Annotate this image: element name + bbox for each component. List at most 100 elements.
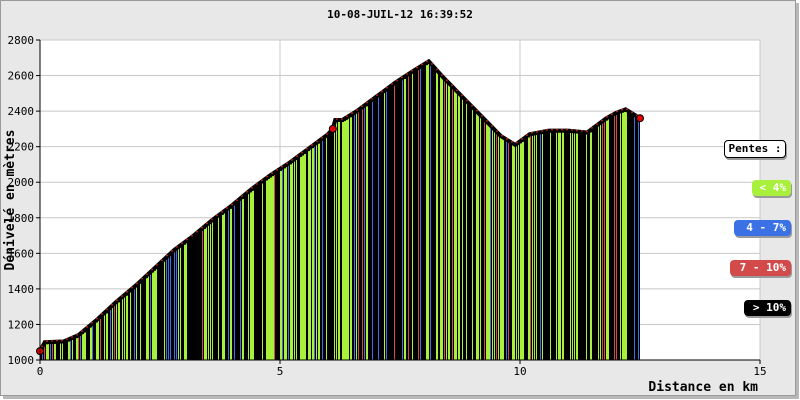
- slope-bar: [520, 143, 522, 360]
- slope-bar: [486, 122, 488, 360]
- slope-bar: [42, 349, 43, 360]
- slope-bar: [150, 274, 151, 360]
- slope-bar: [46, 344, 48, 360]
- profile-marker: [541, 130, 543, 132]
- slope-bar: [626, 111, 627, 360]
- slope-bar: [454, 90, 456, 360]
- profile-marker: [566, 128, 568, 131]
- profile-marker: [66, 338, 68, 340]
- slope-bar: [228, 210, 229, 360]
- profile-marker: [256, 183, 258, 185]
- profile-marker: [561, 128, 563, 131]
- slope-bar: [286, 167, 287, 360]
- slope-bar: [48, 344, 49, 360]
- slope-bar: [290, 164, 292, 360]
- profile-marker: [386, 86, 388, 89]
- slope-bar: [174, 252, 175, 360]
- slope-bar: [420, 68, 421, 360]
- slope-bar: [186, 243, 187, 360]
- slope-bar: [224, 213, 225, 360]
- slope-bar: [322, 140, 323, 360]
- slope-bar: [466, 102, 467, 361]
- slope-bar: [118, 302, 120, 360]
- slope-bar: [262, 183, 263, 360]
- slope-bar: [310, 149, 311, 360]
- profile-marker: [531, 131, 533, 134]
- slope-bar: [208, 225, 209, 360]
- slope-bar: [508, 142, 509, 360]
- slope-bar: [598, 126, 599, 360]
- profile-marker: [611, 113, 613, 116]
- profile-marker: [401, 76, 403, 79]
- slope-bar: [528, 137, 530, 360]
- profile-marker: [236, 199, 238, 202]
- slope-bar: [496, 133, 497, 360]
- slope-bar: [518, 144, 519, 360]
- slope-bar: [124, 297, 125, 360]
- slope-bar: [498, 135, 499, 360]
- slope-bar: [76, 338, 78, 360]
- slope-bar: [304, 154, 306, 360]
- slope-bar: [130, 292, 131, 360]
- x-tick-label: 5: [277, 365, 284, 378]
- profile-marker: [251, 186, 253, 189]
- slope-bar: [344, 121, 346, 360]
- slope-bar: [334, 126, 335, 360]
- slope-bar: [488, 124, 490, 361]
- waypoint: [328, 124, 337, 133]
- profile-marker: [361, 105, 363, 108]
- slope-bar: [268, 178, 270, 360]
- slope-bar: [516, 146, 517, 360]
- profile-marker: [271, 172, 273, 174]
- profile-marker: [126, 290, 128, 293]
- slope-bar: [90, 327, 92, 360]
- profile-marker: [196, 230, 198, 233]
- slope-bar: [222, 214, 224, 360]
- profile-marker: [631, 111, 633, 114]
- slope-bar: [78, 337, 79, 360]
- profile-marker: [311, 144, 313, 146]
- y-tick-label: 2600: [8, 70, 35, 83]
- profile-marker: [476, 109, 478, 112]
- slope-bar: [72, 339, 73, 360]
- slope-bar: [472, 108, 473, 361]
- slope-bar: [336, 122, 337, 360]
- slope-bar: [146, 278, 148, 360]
- profile-marker: [456, 89, 458, 92]
- profile-marker: [441, 74, 443, 76]
- slope-bar: [366, 106, 368, 360]
- slope-bar: [430, 64, 431, 361]
- profile-marker: [176, 245, 178, 248]
- axes: 1000 1200 1400 1600 1800 2000 2200 2400 2600 2800…: [8, 34, 767, 378]
- profile-marker: [286, 162, 288, 165]
- profile-marker: [221, 210, 223, 213]
- profile-marker: [591, 126, 593, 129]
- slope-bar: [604, 122, 605, 360]
- slope-bar: [428, 63, 429, 361]
- slope-bar: [492, 129, 493, 360]
- slope-bar: [60, 343, 61, 360]
- legend-entry-4-7: 4 - 7%: [734, 220, 791, 236]
- legend-title: Pentes :: [724, 140, 786, 158]
- slope-bar: [274, 174, 275, 360]
- profile-marker: [571, 129, 573, 131]
- profile-marker: [111, 303, 113, 306]
- slope-bar: [536, 135, 537, 360]
- profile-marker: [336, 118, 338, 120]
- profile-marker: [466, 99, 468, 102]
- slope-bar: [502, 138, 504, 360]
- profile-marker: [516, 141, 518, 144]
- slope-bar: [302, 155, 304, 360]
- slope-bar: [92, 325, 93, 360]
- slope-bar: [96, 322, 98, 360]
- profile-marker: [551, 128, 553, 131]
- slope-bar: [300, 156, 302, 360]
- slope-bar: [478, 114, 479, 361]
- profile-marker: [46, 340, 48, 343]
- slope-bar: [240, 200, 241, 360]
- profile-marker: [376, 94, 378, 97]
- slope-bar: [44, 345, 45, 360]
- slope-bar: [560, 132, 561, 360]
- slope-bar: [326, 137, 327, 360]
